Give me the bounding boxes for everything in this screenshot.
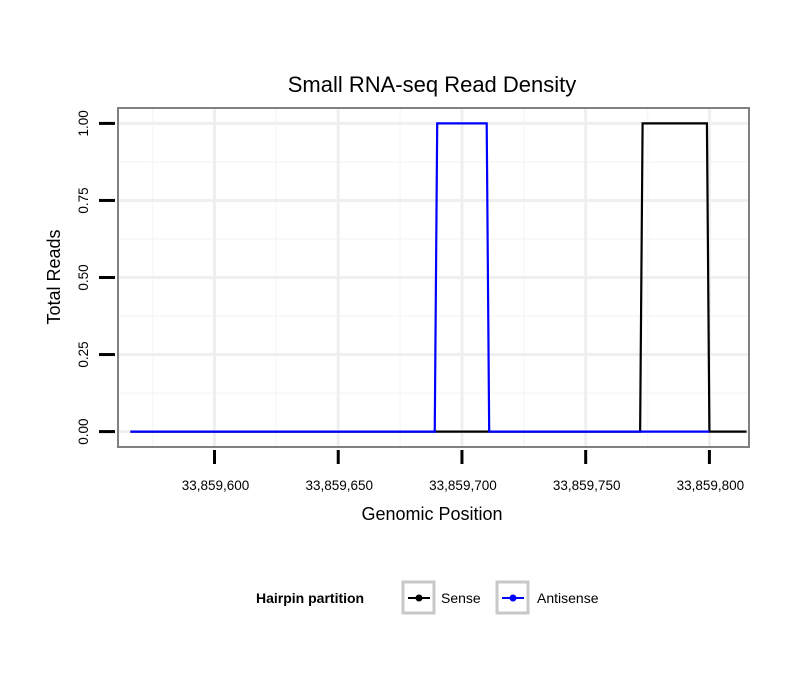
x-tick-label: 33,859,700 bbox=[429, 478, 497, 493]
x-tick-label: 33,859,600 bbox=[182, 478, 250, 493]
plot-panel-border bbox=[117, 107, 750, 448]
legend-item-antisense: Antisense bbox=[495, 580, 599, 615]
y-tick-label: 0.50 bbox=[76, 264, 91, 290]
x-tick-label: 33,859,750 bbox=[553, 478, 621, 493]
legend: Hairpin partition Sense Antisense bbox=[256, 580, 599, 615]
x-axis: 33,859,600 33,859,650 33,859,700 33,859,750… bbox=[182, 450, 744, 493]
y-tick-label: 0.25 bbox=[76, 341, 91, 367]
legend-item-sense: Sense bbox=[401, 580, 481, 615]
chart-title: Small RNA-seq Read Density bbox=[288, 72, 577, 97]
series-lines bbox=[130, 122, 747, 433]
legend-key-sense-marker bbox=[415, 594, 423, 602]
y-axis-title: Total Reads bbox=[44, 229, 64, 324]
legend-label-antisense: Antisense bbox=[537, 590, 599, 606]
y-tick-label: 1.00 bbox=[76, 110, 91, 136]
legend-title: Hairpin partition bbox=[256, 590, 364, 606]
y-tick-label: 0.00 bbox=[76, 418, 91, 444]
series-line-antisense bbox=[130, 122, 710, 433]
y-tick-label: 0.75 bbox=[76, 187, 91, 213]
x-tick-label: 33,859,650 bbox=[305, 478, 373, 493]
x-axis-title: Genomic Position bbox=[361, 504, 502, 524]
legend-key-antisense-marker bbox=[509, 594, 517, 602]
x-tick-label: 33,859,800 bbox=[677, 478, 745, 493]
y-axis: 0.00 0.25 0.50 0.75 1.00 bbox=[76, 110, 115, 445]
legend-label-sense: Sense bbox=[441, 590, 481, 606]
